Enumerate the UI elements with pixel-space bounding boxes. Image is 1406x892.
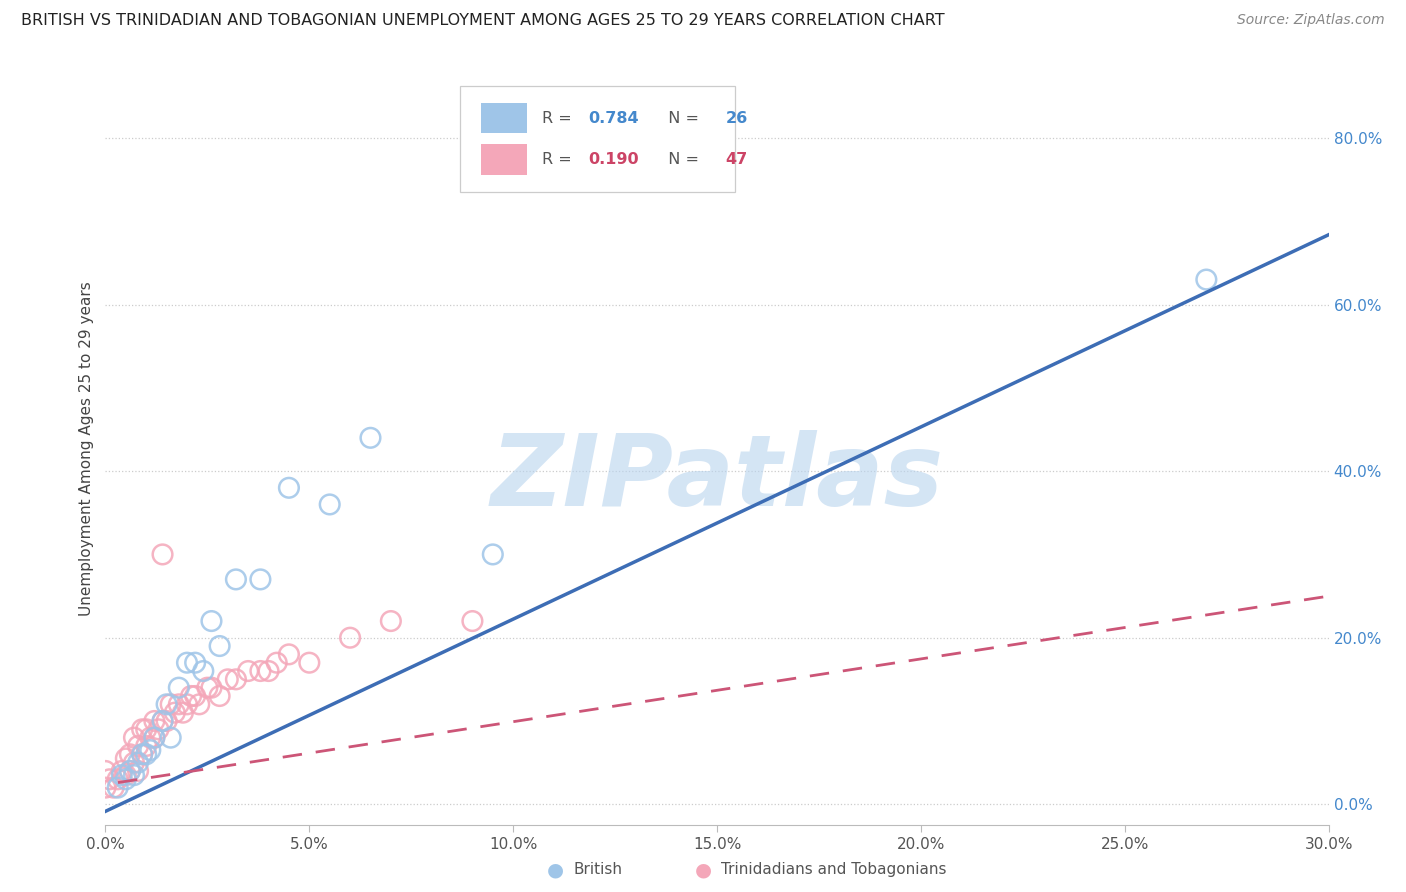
Point — [94, 764, 117, 778]
Point — [139, 743, 162, 757]
Point — [360, 431, 382, 445]
Point — [131, 747, 153, 762]
Point — [193, 664, 215, 678]
Point — [481, 548, 505, 562]
Point — [118, 747, 141, 762]
Point — [208, 689, 231, 703]
Point — [318, 498, 342, 512]
Point — [122, 731, 145, 745]
Point — [225, 673, 247, 687]
Point — [249, 573, 271, 587]
Point — [188, 698, 211, 712]
Point — [127, 756, 149, 770]
Point — [159, 698, 181, 712]
Point — [111, 768, 134, 782]
Point — [176, 698, 198, 712]
Point — [127, 739, 149, 753]
Point — [200, 614, 222, 628]
Point — [257, 664, 280, 678]
Point — [143, 731, 166, 745]
Point — [127, 764, 149, 778]
Point — [152, 548, 174, 562]
Point — [184, 689, 207, 703]
Point — [131, 747, 153, 762]
Point — [135, 739, 157, 753]
Point — [131, 723, 153, 737]
Text: ●: ● — [695, 860, 711, 880]
Point — [115, 768, 138, 782]
Point — [249, 664, 271, 678]
Point — [180, 689, 202, 703]
Text: ●: ● — [547, 860, 564, 880]
Point — [122, 756, 145, 770]
Text: BRITISH VS TRINIDADIAN AND TOBAGONIAN UNEMPLOYMENT AMONG AGES 25 TO 29 YEARS COR: BRITISH VS TRINIDADIAN AND TOBAGONIAN UN… — [21, 13, 945, 29]
Point — [217, 673, 239, 687]
Text: ZIPatlas: ZIPatlas — [491, 430, 943, 527]
Text: British: British — [574, 863, 623, 877]
Point — [461, 614, 484, 628]
Point — [278, 481, 301, 495]
Point — [266, 656, 288, 670]
Text: 0.190: 0.190 — [589, 152, 640, 167]
Point — [298, 656, 321, 670]
Text: N =: N = — [658, 111, 704, 126]
Text: R =: R = — [543, 111, 576, 126]
Point — [143, 714, 166, 728]
Text: N =: N = — [658, 152, 704, 167]
Text: Trinidadians and Tobagonians: Trinidadians and Tobagonians — [721, 863, 946, 877]
Point — [339, 631, 361, 645]
Point — [103, 780, 125, 795]
Point — [143, 731, 166, 745]
Point — [167, 681, 190, 695]
Text: R =: R = — [543, 152, 576, 167]
Y-axis label: Unemployment Among Ages 25 to 29 years: Unemployment Among Ages 25 to 29 years — [79, 281, 94, 615]
FancyBboxPatch shape — [481, 103, 527, 133]
Text: 26: 26 — [725, 111, 748, 126]
Point — [176, 656, 198, 670]
Point — [159, 731, 181, 745]
Point — [122, 768, 145, 782]
Text: 0.784: 0.784 — [589, 111, 640, 126]
Text: 47: 47 — [725, 152, 748, 167]
Point — [156, 714, 179, 728]
FancyBboxPatch shape — [460, 87, 735, 192]
Point — [184, 656, 207, 670]
Point — [135, 747, 157, 762]
Point — [107, 780, 129, 795]
Point — [163, 706, 186, 720]
FancyBboxPatch shape — [481, 145, 527, 175]
Point — [156, 698, 179, 712]
Point — [152, 714, 174, 728]
Point — [107, 772, 129, 787]
Point — [111, 764, 134, 778]
Point — [98, 772, 121, 787]
Point — [197, 681, 219, 695]
Point — [118, 764, 141, 778]
Point — [152, 714, 174, 728]
Point — [139, 731, 162, 745]
Point — [200, 681, 222, 695]
Point — [94, 780, 117, 795]
Point — [225, 573, 247, 587]
Point — [118, 764, 141, 778]
Point — [167, 698, 190, 712]
Point — [278, 648, 301, 662]
Text: Source: ZipAtlas.com: Source: ZipAtlas.com — [1237, 13, 1385, 28]
Point — [148, 723, 170, 737]
Point — [380, 614, 402, 628]
Point — [135, 723, 157, 737]
Point — [115, 772, 138, 787]
Point — [1195, 272, 1218, 286]
Point — [172, 706, 194, 720]
Point — [236, 664, 260, 678]
Point — [208, 639, 231, 653]
Point — [115, 751, 138, 765]
